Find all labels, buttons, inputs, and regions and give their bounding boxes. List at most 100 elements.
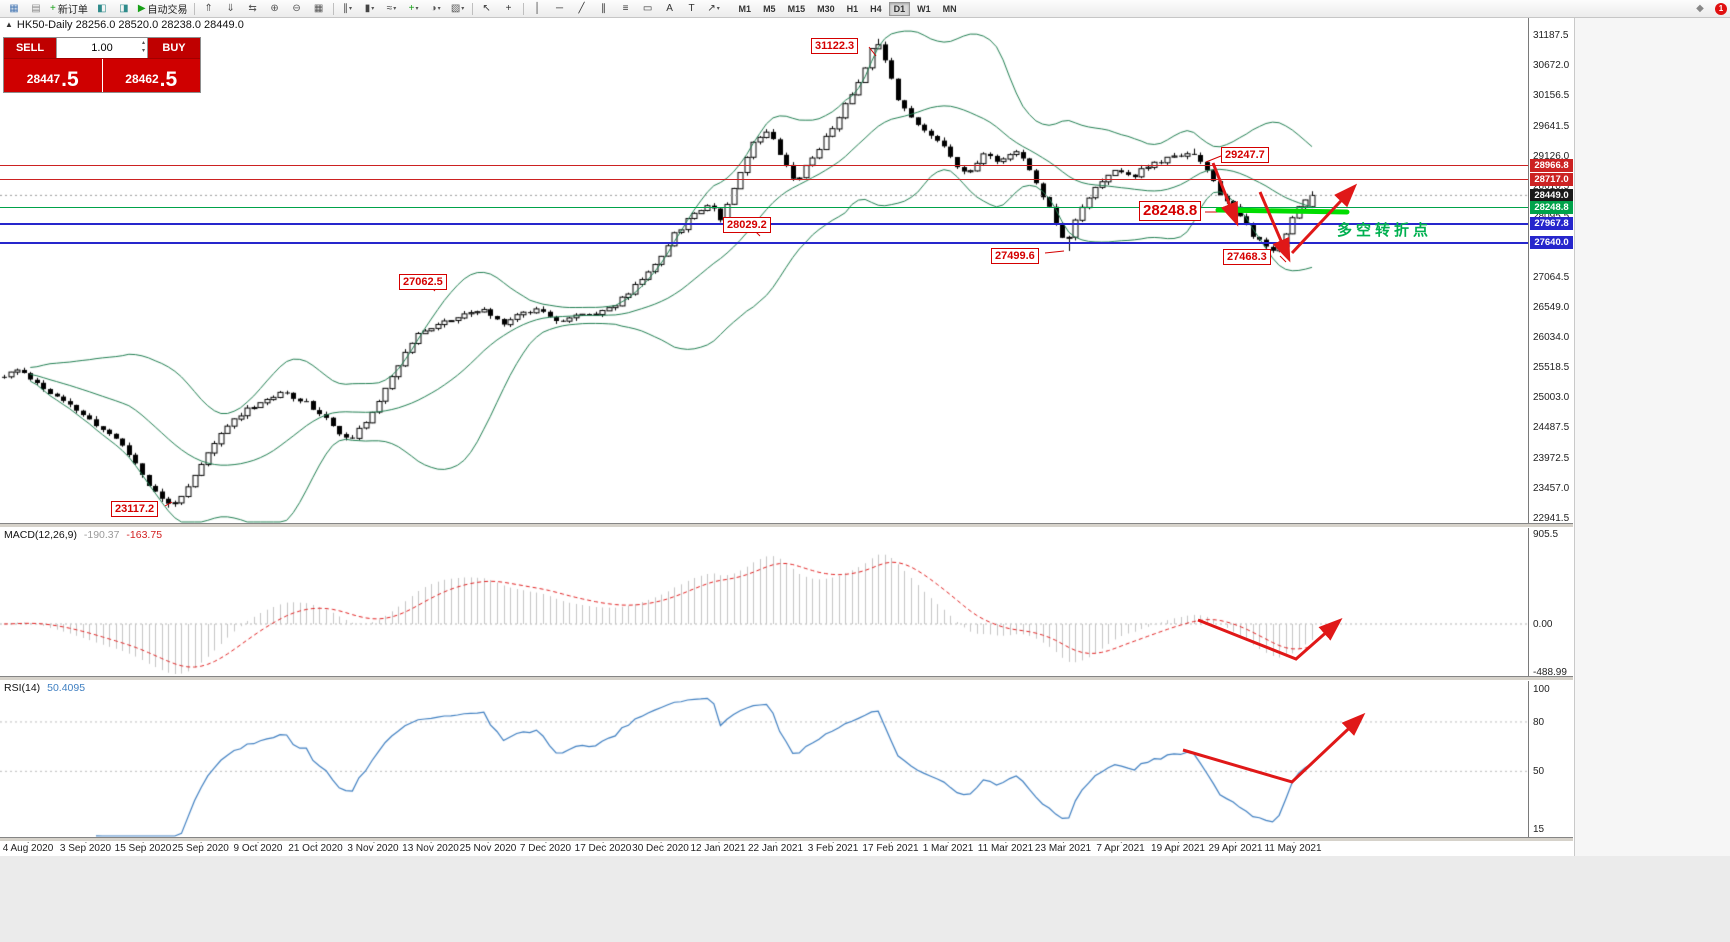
macd-signal-value: -163.75 bbox=[126, 529, 163, 541]
volume-spinner[interactable]: ▴ ▾ bbox=[142, 39, 145, 55]
fibonacci-icon[interactable]: ≡ bbox=[622, 2, 629, 14]
new-order-button[interactable]: + 新订单 bbox=[50, 2, 88, 17]
toolbar-separator bbox=[332, 2, 334, 15]
price-axis-tick: 23457.0 bbox=[1533, 482, 1570, 494]
date-axis-tick: 13 Nov 2020 bbox=[402, 840, 459, 854]
arrange-down-icon[interactable]: ⇓ bbox=[226, 2, 235, 14]
crosshair-icon[interactable]: + bbox=[505, 2, 512, 14]
bar-chart-icon[interactable]: ∥ ▾ bbox=[343, 2, 353, 14]
price-axis-tick: 24487.5 bbox=[1533, 422, 1570, 434]
rsi-indicator-label: RSI(14) 50.4095 bbox=[4, 682, 85, 694]
price-callout-label[interactable]: 28248.8 bbox=[1139, 201, 1202, 221]
horizontal-level-line bbox=[0, 241, 1528, 244]
timeframe-h1[interactable]: H1 bbox=[846, 3, 859, 14]
sell-price[interactable]: 28447.5 bbox=[4, 59, 103, 92]
rsi-axis-tick: 100 bbox=[1533, 684, 1550, 695]
candlestick-chart-icon[interactable]: ▮ ▾ bbox=[364, 2, 375, 14]
timeframe-mn[interactable]: MN bbox=[942, 3, 957, 14]
trendline-icon[interactable]: ╱ bbox=[578, 2, 585, 14]
rsi-title-text: RSI(14) bbox=[4, 682, 41, 694]
shapes-icon[interactable]: ▭ bbox=[642, 2, 653, 14]
tile-windows-icon[interactable]: ▦ bbox=[313, 2, 324, 14]
market-watch-icon[interactable]: ◧ bbox=[97, 2, 107, 14]
horizontal-level-line bbox=[0, 164, 1528, 166]
zoom-out-icon[interactable]: ⊖ bbox=[292, 2, 301, 14]
date-axis-tick: 1 Mar 2021 bbox=[922, 840, 974, 854]
macd-axis-tick: -488.99 bbox=[1533, 667, 1567, 678]
panel-separator[interactable] bbox=[0, 676, 1573, 681]
data-window-icon[interactable]: ◨ bbox=[119, 2, 129, 14]
arrange-cascade-icon[interactable]: ⇆ bbox=[248, 2, 257, 14]
price-axis-tick: 30672.0 bbox=[1533, 60, 1570, 72]
timeframe-w1[interactable]: W1 bbox=[917, 3, 931, 14]
text-icon[interactable]: A bbox=[666, 2, 673, 14]
date-axis-tick: 29 Apr 2021 bbox=[1208, 840, 1263, 854]
macd-axis-tick: 0.00 bbox=[1533, 619, 1553, 630]
macd-axis-tick: 905.5 bbox=[1533, 529, 1559, 540]
cursor-icon[interactable]: ↖ bbox=[482, 2, 491, 14]
price-callout-label[interactable]: 27468.3 bbox=[1223, 249, 1271, 265]
timeframe-m15[interactable]: M15 bbox=[787, 3, 806, 14]
date-axis-tick: 3 Nov 2020 bbox=[347, 840, 399, 854]
price-callout-label[interactable]: 27499.6 bbox=[991, 248, 1039, 264]
buy-button[interactable]: BUY bbox=[148, 38, 200, 58]
macd-main-value: -190.37 bbox=[83, 529, 120, 541]
label-icon[interactable]: T bbox=[688, 2, 695, 14]
rsi-value: 50.4095 bbox=[47, 682, 86, 694]
notification-badge[interactable]: 1 bbox=[1715, 2, 1727, 15]
arrange-up-icon[interactable]: ⇑ bbox=[204, 2, 213, 14]
buy-price[interactable]: 28462.5 bbox=[102, 59, 200, 92]
price-callout-label[interactable]: 27062.5 bbox=[399, 274, 447, 290]
date-axis-tick: 7 Apr 2021 bbox=[1096, 840, 1145, 854]
spin-down-icon[interactable]: ▾ bbox=[141, 48, 145, 54]
volume-input[interactable]: 1.00 ▴ ▾ bbox=[56, 38, 148, 58]
timeframe-m5[interactable]: M5 bbox=[763, 3, 776, 14]
horizontal-line-icon[interactable]: ─ bbox=[556, 2, 564, 14]
date-axis-tick: 9 Oct 2020 bbox=[233, 840, 283, 854]
ohlc-text: HK50-Daily 28256.0 28520.0 28238.0 28449… bbox=[16, 19, 244, 31]
volume-value: 1.00 bbox=[91, 42, 113, 54]
price-axis-tick: 29641.5 bbox=[1533, 120, 1570, 132]
collapse-panel-icon[interactable]: ▲ bbox=[5, 20, 13, 29]
pivot-annotation-text: 多空转折点 bbox=[1337, 222, 1433, 239]
timeframe-m1[interactable]: M1 bbox=[738, 3, 752, 14]
price-callout-label[interactable]: 31122.3 bbox=[811, 38, 859, 54]
sell-button[interactable]: SELL bbox=[4, 38, 56, 58]
horizontal-level-line bbox=[0, 206, 1528, 208]
add-indicator-icon[interactable]: + ▾ bbox=[408, 2, 419, 14]
rsi-axis-tick: 15 bbox=[1533, 824, 1545, 835]
timeframe-d1[interactable]: D1 bbox=[888, 1, 911, 16]
toolbar-separator bbox=[471, 2, 473, 15]
spin-up-icon[interactable]: ▴ bbox=[141, 40, 145, 46]
price-axis: 31187.5 30672.0 30156.5 29641.5 29126.0 28610… bbox=[1528, 17, 1574, 840]
price-callout-label[interactable]: 28029.2 bbox=[723, 217, 771, 233]
price-axis-tick: 28610.5 bbox=[1533, 180, 1570, 192]
vertical-line-icon[interactable]: │ bbox=[534, 2, 541, 14]
price-tag-resistance-2: 28717.0 bbox=[1530, 173, 1573, 187]
arrows-icon[interactable]: ↗ ▾ bbox=[707, 2, 720, 14]
panel-separator[interactable] bbox=[0, 523, 1573, 528]
timeframe-h4[interactable]: H4 bbox=[870, 3, 882, 14]
price-axis-tick: 26549.0 bbox=[1533, 301, 1570, 313]
line-chart-icon[interactable]: ≈ ▾ bbox=[386, 2, 397, 14]
auto-trading-button[interactable]: ▶ 自动交易 bbox=[137, 2, 188, 17]
channel-icon[interactable]: ∥ bbox=[601, 2, 607, 14]
date-axis-tick: 12 Jan 2021 bbox=[690, 840, 746, 854]
new-chart-icon[interactable]: ▦ bbox=[9, 2, 19, 14]
price-callout-label[interactable]: 29247.7 bbox=[1221, 147, 1269, 163]
profiles-icon[interactable]: ▤ bbox=[31, 2, 41, 14]
date-axis-tick: 25 Nov 2020 bbox=[459, 840, 517, 854]
date-axis-tick: 23 Mar 2021 bbox=[1034, 840, 1092, 854]
date-axis-tick: 15 Sep 2020 bbox=[114, 840, 172, 854]
templates-icon[interactable]: ▧ ▾ bbox=[450, 2, 465, 14]
panel-separator[interactable] bbox=[0, 837, 1573, 842]
zoom-in-icon[interactable]: ⊕ bbox=[270, 2, 279, 14]
price-callout-label[interactable]: 23117.2 bbox=[111, 501, 159, 517]
mail-icon[interactable]: ◆ bbox=[1696, 3, 1704, 14]
price-tag-current: 28449.0 bbox=[1530, 188, 1573, 202]
timeframe-m30[interactable]: M30 bbox=[817, 3, 835, 14]
toolbar-separator bbox=[522, 2, 524, 15]
periods-icon[interactable]: ◑ ▾ bbox=[430, 2, 441, 14]
main-toolbar: ▦ ▤ + 新订单 ◧ ◨ ▶ 自动交易 ⇑ ⇓ ⇆ ⊕ ⊖ ▦ ∥ ▾ ▮ ▾ ≈ ▾ + ▾ ◑ ▾ ▧ ▾ ↖ + │ ─ ╱ ∥ ≡ ▭ A… bbox=[0, 0, 1730, 18]
